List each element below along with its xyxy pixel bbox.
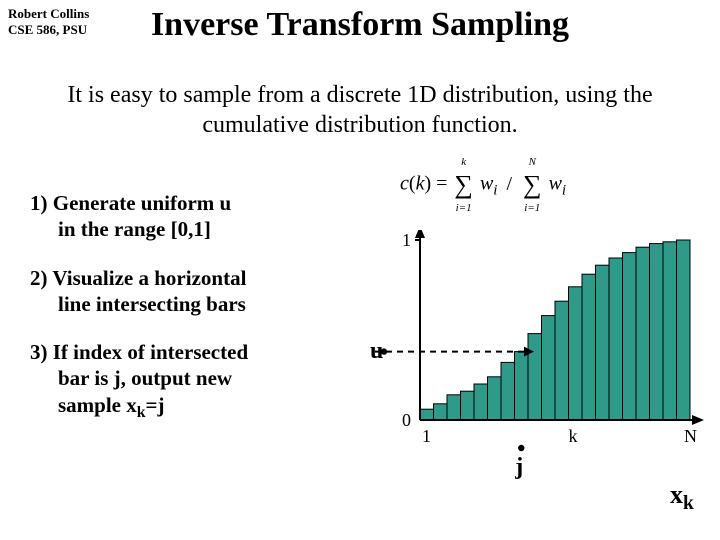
sigma-icon: ∑ [523,170,542,199]
u-line-group [375,347,534,357]
step-3-eqj: =j [146,393,165,417]
slide-title: Inverse Transform Sampling [0,6,720,44]
cdf-figure: c(k) = k ∑ i=1 wi / N ∑ i=1 wi 1 0 1 k N… [360,170,710,520]
step-2-line1: 2) Visualize a horizontal [30,266,246,290]
j-label: j [515,454,523,481]
j-marker-group [518,445,524,451]
formula-sum1-top: k [461,156,466,168]
formula-i2: i [562,183,566,199]
step-3-line1: 3) If index of intersected [30,340,248,364]
step-3-xk-x: sample x [58,393,137,417]
step-3-line2: bar is j, output new [30,365,350,391]
formula-slash: / [506,173,512,195]
cdf-barchart [370,230,710,480]
formula-i1: i [493,183,497,199]
formula-sum2: N ∑ i=1 [523,170,542,200]
bars-group [420,240,690,420]
formula-c: c [400,173,409,195]
step-2-line2: line intersecting bars [30,291,350,317]
cdf-formula: c(k) = k ∑ i=1 wi / N ∑ i=1 wi [400,170,566,200]
xk-label: xk [670,480,694,515]
step-1: 1) Generate uniform u in the range [0,1] [30,190,350,243]
formula-sum1-bot: i=1 [456,202,472,214]
xk-k: k [683,493,694,514]
step-3: 3) If index of intersected bar is j, out… [30,339,350,422]
u-label: u [370,338,383,365]
xk-x: x [670,480,683,509]
y-top-label: 1 [402,230,411,251]
step-2: 2) Visualize a horizontal line intersect… [30,265,350,318]
y-bot-label: 0 [402,410,411,431]
steps-list: 1) Generate uniform u in the range [0,1]… [30,190,350,444]
step-3-xk-k: k [137,404,146,421]
formula-w2: w [549,173,562,195]
step-1-line2: in the range [0,1] [30,216,350,242]
formula-open: ( [409,173,416,195]
x-left-label: 1 [422,426,431,447]
formula-sum2-top: N [529,156,536,168]
formula-close-eq: ) = [424,173,447,195]
formula-sum1: k ∑ i=1 [454,170,473,200]
step-3-line3: sample xk=j [30,392,350,423]
x-mid-label: k [569,426,578,447]
intro-text: It is easy to sample from a discrete 1D … [50,80,670,140]
step-1-line1: 1) Generate uniform u [30,191,231,215]
sigma-icon: ∑ [454,170,473,199]
x-right-label: N [684,426,697,447]
formula-sum2-bot: i=1 [524,202,540,214]
formula-w1: w [480,173,493,195]
